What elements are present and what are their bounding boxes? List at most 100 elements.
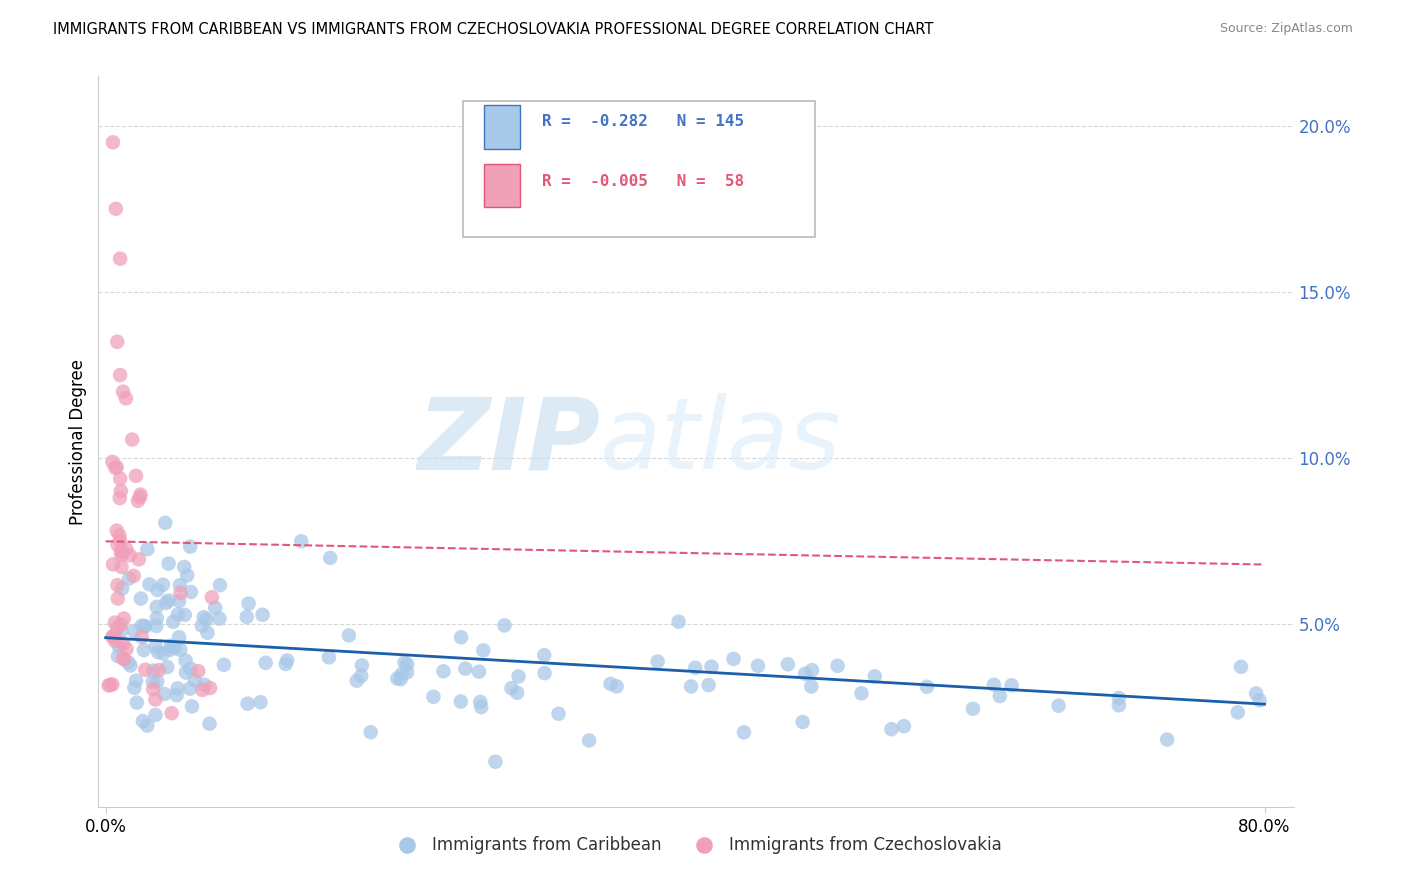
Point bbox=[201, 591, 224, 605]
Point bbox=[801, 663, 824, 677]
Point bbox=[599, 677, 621, 691]
Point bbox=[97, 678, 120, 692]
Point bbox=[236, 697, 259, 711]
Point bbox=[276, 653, 298, 667]
Point bbox=[152, 647, 174, 661]
Point bbox=[134, 663, 156, 677]
Point bbox=[122, 569, 145, 583]
Point bbox=[254, 656, 277, 670]
Point bbox=[346, 673, 368, 688]
Point bbox=[1244, 686, 1267, 700]
Point bbox=[107, 591, 129, 606]
Point bbox=[105, 524, 128, 538]
Point bbox=[179, 540, 201, 554]
Point bbox=[111, 582, 134, 596]
Point bbox=[142, 682, 165, 697]
Point bbox=[915, 680, 938, 694]
Point bbox=[145, 611, 167, 625]
Point bbox=[238, 597, 260, 611]
Point bbox=[110, 617, 132, 632]
Point bbox=[157, 593, 180, 607]
Point bbox=[146, 582, 169, 597]
Point bbox=[208, 578, 231, 592]
Bar bbox=[485, 163, 520, 208]
Point bbox=[962, 702, 984, 716]
Point bbox=[104, 202, 127, 216]
Point bbox=[198, 681, 221, 695]
Point bbox=[115, 392, 138, 406]
Point bbox=[107, 578, 129, 592]
Point bbox=[191, 618, 214, 632]
Point bbox=[173, 560, 195, 574]
Point bbox=[184, 673, 207, 688]
Point bbox=[484, 755, 506, 769]
Point bbox=[1000, 678, 1022, 692]
Point bbox=[204, 600, 226, 615]
Point bbox=[129, 488, 152, 502]
Point bbox=[166, 607, 188, 622]
Point bbox=[112, 637, 135, 651]
Point bbox=[145, 599, 167, 614]
Point bbox=[132, 714, 155, 728]
Text: R =  -0.282   N = 145: R = -0.282 N = 145 bbox=[541, 114, 744, 129]
Point bbox=[668, 615, 690, 629]
Point bbox=[152, 578, 174, 592]
Point bbox=[800, 680, 823, 694]
Point bbox=[1156, 732, 1178, 747]
Point bbox=[391, 667, 413, 681]
Point bbox=[533, 648, 555, 663]
Point bbox=[988, 689, 1011, 703]
Point bbox=[128, 552, 150, 566]
Point bbox=[110, 560, 132, 574]
Point bbox=[145, 692, 167, 706]
Point bbox=[506, 686, 529, 700]
Legend: Immigrants from Caribbean, Immigrants from Czechoslovakia: Immigrants from Caribbean, Immigrants fr… bbox=[384, 830, 1008, 861]
Point bbox=[181, 699, 204, 714]
Point bbox=[173, 607, 195, 622]
Point bbox=[118, 571, 141, 585]
Point bbox=[1230, 660, 1253, 674]
Point bbox=[166, 688, 188, 702]
Point bbox=[193, 610, 215, 624]
Point bbox=[195, 613, 218, 627]
Point bbox=[318, 650, 340, 665]
Point bbox=[851, 686, 873, 700]
Point bbox=[124, 681, 146, 695]
Point bbox=[252, 607, 274, 622]
Text: atlas: atlas bbox=[600, 393, 842, 490]
Point bbox=[108, 472, 131, 486]
Point bbox=[101, 630, 124, 644]
Point bbox=[101, 558, 124, 572]
Point bbox=[101, 677, 124, 691]
Point bbox=[121, 433, 143, 447]
Point bbox=[893, 719, 915, 733]
Point bbox=[145, 708, 167, 723]
Point bbox=[193, 678, 215, 692]
Point bbox=[105, 460, 128, 475]
Point bbox=[776, 657, 799, 672]
Point bbox=[107, 649, 129, 664]
Point bbox=[863, 669, 886, 683]
Point bbox=[470, 700, 492, 714]
Point bbox=[134, 619, 156, 633]
Point bbox=[108, 534, 131, 549]
Point bbox=[138, 577, 160, 591]
Point bbox=[472, 643, 495, 657]
Point bbox=[337, 628, 360, 642]
Point bbox=[501, 681, 523, 695]
Point bbox=[1108, 690, 1130, 705]
Point bbox=[162, 615, 184, 629]
Point bbox=[179, 661, 201, 675]
Point bbox=[169, 578, 191, 592]
Point bbox=[508, 669, 530, 683]
Point bbox=[187, 664, 209, 678]
Point bbox=[198, 716, 221, 731]
Point bbox=[111, 624, 134, 638]
Point bbox=[146, 674, 169, 689]
Point bbox=[578, 733, 600, 747]
Point bbox=[533, 666, 555, 681]
Point bbox=[107, 538, 129, 552]
Point bbox=[108, 528, 131, 542]
Point bbox=[103, 629, 125, 643]
Point bbox=[136, 542, 159, 557]
